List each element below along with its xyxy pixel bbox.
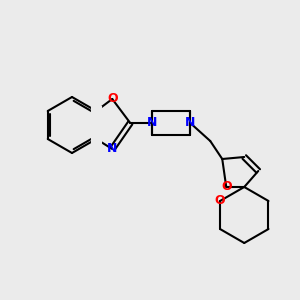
Text: N: N [147, 116, 158, 130]
Text: O: O [107, 92, 118, 106]
Text: N: N [107, 142, 117, 155]
Text: O: O [221, 181, 232, 194]
Text: N: N [185, 116, 195, 130]
Text: O: O [215, 194, 225, 208]
